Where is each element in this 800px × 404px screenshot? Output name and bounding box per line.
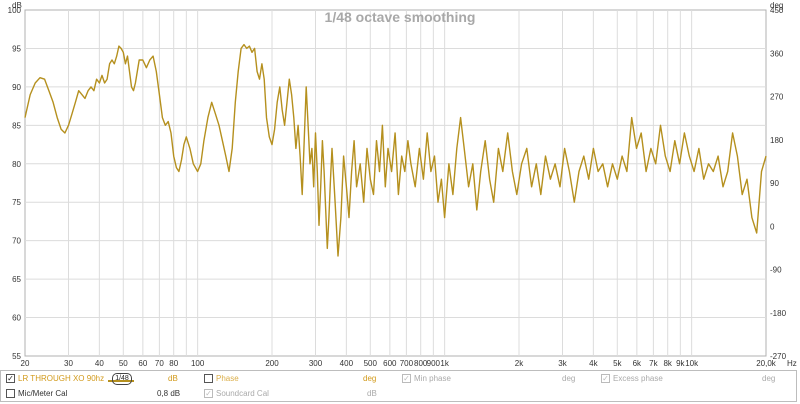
excess-phase-unit: deg: [762, 374, 776, 383]
y2-tick-label: 270: [770, 93, 784, 102]
plot-area: [24, 9, 767, 357]
smoothing-badge[interactable]: 1/48: [112, 373, 132, 385]
trace-label[interactable]: LR THROUGH XO 90hz: [18, 374, 105, 383]
soundcard-cal-label[interactable]: Soundcard Cal: [216, 389, 269, 398]
trace-unit: dB: [168, 374, 178, 383]
x-tick-label: 3k: [558, 359, 567, 368]
grid: [25, 10, 766, 356]
x-tick-label: 500: [364, 359, 378, 368]
excess-phase-label[interactable]: Excess phase: [613, 374, 663, 383]
x-tick-label: 200: [265, 359, 279, 368]
y-tick-label: 55: [12, 352, 21, 361]
trace-checkbox[interactable]: [6, 374, 15, 383]
x-tick-label: 6k: [633, 359, 642, 368]
x-tick-label: 1k: [440, 359, 449, 368]
soundcard-cal-checkbox[interactable]: [204, 389, 213, 398]
y-tick-label: 65: [12, 275, 21, 284]
phase-checkbox[interactable]: [204, 374, 213, 383]
x-tick-label: 5k: [613, 359, 622, 368]
x-tick-label: 900: [427, 359, 441, 368]
x-tick-label: 7k: [649, 359, 658, 368]
x-tick-label: 8k: [663, 359, 672, 368]
x-tick-label: 9k: [676, 359, 685, 368]
x-tick-label: 700: [400, 359, 414, 368]
x-tick-label: 70: [155, 359, 164, 368]
chart-title: 1/48 octave smoothing: [325, 9, 476, 25]
y2-tick-label: -90: [770, 266, 782, 275]
x-tick-label: 2k: [515, 359, 524, 368]
trace-swatch: [108, 380, 134, 382]
x-tick-label: 100: [191, 359, 205, 368]
x-tick-label: 400: [340, 359, 354, 368]
y-tick-label: 70: [12, 237, 21, 246]
x-tick-label: 30: [64, 359, 73, 368]
x-tick-label: 20: [21, 359, 30, 368]
y2-axis-ticks: -270 -180 -90 0 90 180 270 360 450: [770, 6, 787, 361]
y2-tick-label: 0: [770, 222, 775, 231]
legend-panel: LR THROUGH XO 90hz 1/48 dB Mic/Meter Cal…: [0, 368, 800, 404]
y-tick-label: 75: [12, 198, 21, 207]
x-tick-label: 10k: [685, 359, 699, 368]
y2-tick-label: -180: [770, 309, 787, 318]
x-tick-label: 40: [95, 359, 104, 368]
mic-cal-label[interactable]: Mic/Meter Cal: [18, 389, 68, 398]
mic-cal-checkbox[interactable]: [6, 389, 15, 398]
excess-phase-checkbox[interactable]: [601, 374, 610, 383]
x-axis-ticks: 20 30 40 50 60 70 80 100 200 300 400 500 600 700 800 90…: [21, 359, 777, 368]
min-phase-label[interactable]: Min phase: [414, 374, 451, 383]
phase-label[interactable]: Phase: [216, 374, 239, 383]
phase-unit: deg: [363, 374, 377, 383]
series-line: [24, 43, 767, 257]
x-tick-label: 600: [383, 359, 397, 368]
y-tick-label: 85: [12, 121, 21, 130]
y-unit-label: dB: [12, 1, 22, 10]
x-tick-label: 300: [309, 359, 323, 368]
y-tick-label: 100: [8, 6, 22, 15]
y-tick-label: 90: [12, 83, 21, 92]
y2-tick-label: 90: [770, 179, 779, 188]
y2-unit-label: deg: [770, 1, 783, 10]
x-tick-label: 60: [138, 359, 147, 368]
soundcard-cal-unit: dB: [367, 389, 377, 398]
x-unit-label: Hz: [787, 359, 797, 368]
response-chart[interactable]: 20 30 40 50 60 70 80 100 200 300 400 500 600 700 800 90…: [0, 0, 800, 368]
min-phase-checkbox[interactable]: [402, 374, 411, 383]
y2-tick-label: 450: [770, 6, 784, 15]
y-tick-label: 95: [12, 44, 21, 53]
x-tick-label: 20,0k: [756, 359, 777, 368]
y2-tick-label: -270: [770, 352, 787, 361]
y-tick-label: 60: [12, 314, 21, 323]
y-tick-label: 80: [12, 160, 21, 169]
y-axis-ticks: 55 60 65 70 75 80 85 90 95 100: [8, 6, 22, 361]
x-tick-label: 50: [119, 359, 128, 368]
legend-frame: [0, 370, 797, 402]
series-layer: [24, 43, 767, 257]
y2-tick-label: 180: [770, 136, 784, 145]
x-tick-label: 4k: [589, 359, 598, 368]
mic-cal-value: 0,8 dB: [157, 389, 181, 398]
x-tick-label: 80: [169, 359, 178, 368]
x-tick-label: 800: [414, 359, 428, 368]
min-phase-unit: deg: [562, 374, 576, 383]
y2-tick-label: 360: [770, 49, 784, 58]
